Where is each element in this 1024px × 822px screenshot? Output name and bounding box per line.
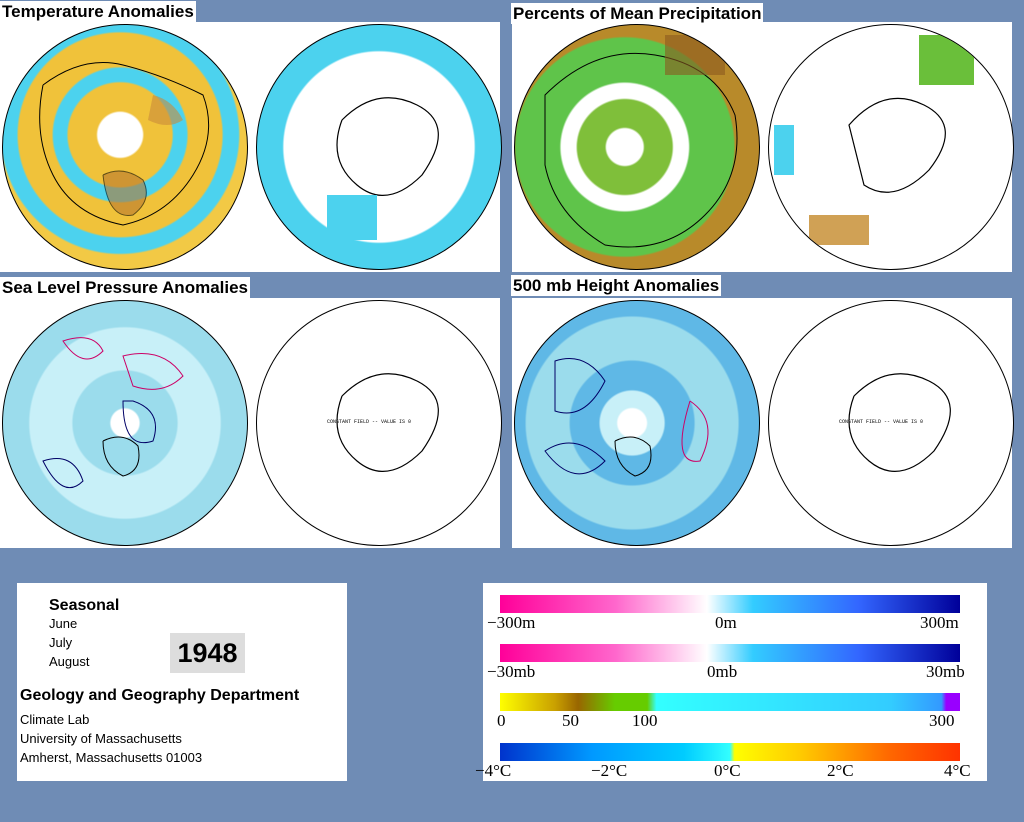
temp-tick-m4: −4°C: [475, 761, 512, 780]
precip-tick-100: 100: [632, 711, 658, 730]
slp-title: Sea Level Pressure Anomalies: [0, 277, 251, 298]
temp-tick-4: 4°C: [944, 761, 971, 780]
slp-globe-north[interactable]: [2, 300, 248, 546]
height-tick-min: −300m: [487, 613, 536, 632]
height500-globe-north[interactable]: [514, 300, 760, 546]
temp-tick-m2: −2°C: [591, 761, 628, 780]
pressure-tick-mid: 0mb: [707, 662, 738, 681]
slp-globe-south[interactable]: CONSTANT FIELD -- VALUE IS 0: [256, 300, 502, 546]
height500-constant-note: CONSTANT FIELD -- VALUE IS 0: [839, 419, 924, 425]
period-label: Seasonal: [49, 597, 120, 614]
slp-south-coastlines: [336, 373, 439, 472]
precipitation-globe-south[interactable]: [768, 24, 1014, 270]
precip-tick-300: 300: [929, 711, 955, 730]
temp-tick-2: 2°C: [827, 761, 854, 780]
pressure-colorbar: [500, 644, 960, 662]
temperature-globe-south[interactable]: [256, 24, 502, 270]
temperature-title: Temperature Anomalies: [0, 1, 196, 22]
temperature-globe-north[interactable]: [2, 24, 248, 270]
address-line-2: University of Massachusetts: [20, 731, 182, 746]
temperature-south-coastlines: [327, 97, 439, 240]
legend-box: −300m 0m 300m −30mb 0mb 30mb 0 50 100 30…: [475, 583, 987, 781]
height-tick-mid: 0m: [715, 613, 737, 632]
month-june: June: [49, 616, 78, 631]
temp-colorbar: [500, 743, 960, 761]
temperature-north-coastlines: [39, 62, 210, 226]
precipitation-south-coastlines: [774, 35, 974, 245]
slp-constant-note: CONSTANT FIELD -- VALUE IS 0: [327, 419, 412, 425]
height500-globe-south[interactable]: CONSTANT FIELD -- VALUE IS 0: [768, 300, 1014, 546]
precipitation-globe-north[interactable]: [514, 24, 760, 270]
height-tick-max: 300m: [920, 613, 959, 632]
slp-north-contours: [42, 337, 184, 489]
height500-south-coastlines: [848, 373, 951, 472]
year-badge: 1948: [170, 633, 245, 673]
pressure-tick-min: −30mb: [487, 662, 536, 681]
precip-tick-50: 50: [562, 711, 579, 730]
precip-colorbar: [500, 693, 960, 711]
height500-title: 500 mb Height Anomalies: [511, 275, 722, 296]
month-july: July: [49, 635, 73, 650]
department-name: Geology and Geography Department: [20, 687, 300, 704]
temp-tick-0: 0°C: [714, 761, 741, 780]
precip-tick-0: 0: [497, 711, 506, 730]
precipitation-north-coastlines: [544, 35, 738, 248]
pressure-tick-max: 30mb: [926, 662, 965, 681]
address-line-1: Climate Lab: [20, 712, 90, 727]
height-colorbar: [500, 595, 960, 613]
info-box: Seasonal June July August 1948 Geology a…: [17, 583, 347, 781]
precipitation-title: Percents of Mean Precipitation: [511, 3, 764, 24]
height500-north-contours: [544, 358, 709, 477]
address-line-3: Amherst, Massachusetts 01003: [20, 750, 203, 765]
month-august: August: [49, 654, 90, 669]
